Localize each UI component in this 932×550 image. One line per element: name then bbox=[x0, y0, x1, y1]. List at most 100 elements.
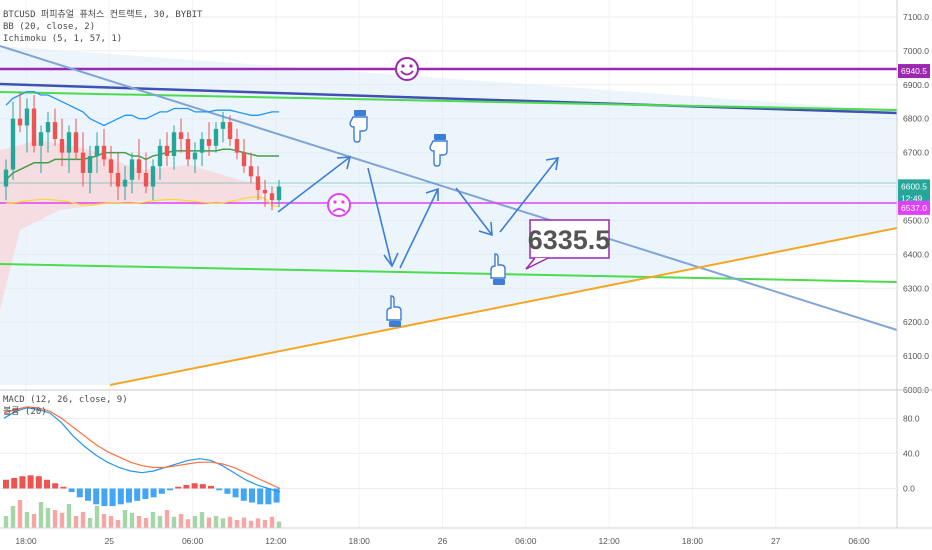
macd-histogram-bar bbox=[216, 488, 223, 491]
volume-legend-line[interactable]: 볼륨 (20) bbox=[3, 407, 47, 417]
triangle-shade bbox=[0, 46, 897, 385]
time-axis[interactable]: 18:00 25 06:00 12:00 18:00 26 06:00 12:00 18:00 2… bbox=[15, 536, 870, 546]
time-tick-label: 18:00 bbox=[15, 536, 37, 546]
ichimoku-legend-line[interactable]: Ichimoku (5, 1, 57, 1) bbox=[3, 34, 123, 44]
macd-histogram-bar bbox=[134, 488, 141, 501]
macd-axis[interactable]: 0.0 40.0 80.0 bbox=[903, 413, 920, 493]
candle-body bbox=[143, 172, 149, 187]
arrow-head-2 bbox=[383, 252, 399, 268]
candle-body bbox=[80, 152, 86, 173]
candle-body bbox=[38, 132, 44, 146]
ichimoku-lead-line bbox=[5, 196, 280, 208]
volume-bar bbox=[17, 500, 23, 528]
macd-histogram-bar bbox=[208, 485, 214, 489]
time-tick-label: 18:00 bbox=[682, 536, 704, 546]
candles bbox=[3, 91, 282, 211]
volume-bar bbox=[136, 516, 142, 528]
volume-bar bbox=[227, 516, 233, 528]
candle-body bbox=[150, 166, 156, 187]
candle-body bbox=[3, 169, 9, 187]
macd-histogram-bar bbox=[175, 486, 182, 489]
volume-bar bbox=[66, 504, 72, 528]
macd-histogram-bar bbox=[68, 488, 75, 493]
macd-histogram-bar bbox=[109, 488, 116, 507]
macd-histogram-bar bbox=[167, 488, 173, 491]
candle-body bbox=[87, 156, 93, 173]
time-tick-label: 06:00 bbox=[515, 536, 537, 546]
macd-histogram-bar bbox=[76, 488, 83, 498]
volume-bar bbox=[10, 506, 16, 528]
volume-bar bbox=[38, 502, 44, 528]
macd-line bbox=[3, 407, 281, 493]
price-tick-label: 7000.0 bbox=[903, 46, 929, 56]
macd-histogram-bar bbox=[93, 488, 100, 505]
macd-histogram-bar bbox=[273, 488, 280, 503]
time-tick-label: 25 bbox=[105, 536, 115, 546]
arrow-leg-4 bbox=[455, 187, 493, 236]
price-tag-box bbox=[898, 64, 930, 79]
candle-body bbox=[66, 132, 72, 153]
candle-body bbox=[59, 139, 65, 153]
price-tag-box bbox=[898, 200, 930, 215]
macd-histogram-bar bbox=[85, 488, 91, 501]
candle-body bbox=[241, 152, 247, 167]
time-tick-label: 12:00 bbox=[265, 536, 287, 546]
price-tick-label: 6200.0 bbox=[903, 317, 929, 327]
main-legend: BTCUSD 퍼피츄얼 퓨처스 컨트랙트, 30, BYBIT BB (20, … bbox=[3, 9, 202, 45]
macd-histogram-bar bbox=[257, 488, 264, 505]
volume-bar bbox=[150, 512, 156, 528]
macd-histogram-bar bbox=[101, 488, 108, 507]
macd-histogram-bar bbox=[35, 476, 42, 489]
macd-histogram-bar bbox=[27, 475, 34, 489]
volume-bar bbox=[45, 508, 51, 528]
volume-bar bbox=[262, 520, 268, 528]
volume-bar bbox=[206, 517, 212, 528]
orange-uptrend-line bbox=[109, 227, 898, 386]
macd-grid bbox=[0, 417, 897, 490]
macd-histogram-bar bbox=[224, 488, 231, 494]
candle-body bbox=[10, 118, 16, 170]
macd-histogram-bar bbox=[232, 488, 239, 498]
volume-bar bbox=[185, 519, 191, 528]
candle-body bbox=[52, 122, 58, 140]
symbol-legend-line[interactable]: BTCUSD 퍼피츄얼 퓨처스 컨트랙트, 30, BYBIT bbox=[3, 10, 203, 20]
macd-legend: MACD (12, 26, close, 9) 볼륨 (20) bbox=[3, 394, 128, 418]
bb-basis-path bbox=[5, 148, 279, 181]
candle-body bbox=[255, 176, 261, 190]
arrow-leg-5 bbox=[499, 157, 559, 233]
macd-histogram-bar bbox=[199, 484, 206, 489]
candle-body bbox=[122, 179, 128, 187]
volume-bar bbox=[115, 520, 121, 528]
time-tick-label: 26 bbox=[438, 536, 448, 546]
candle-body bbox=[185, 139, 191, 160]
grid bbox=[0, 0, 897, 528]
bb-legend-line[interactable]: BB (20, close, 2) bbox=[3, 22, 96, 32]
arrow-leg-2 bbox=[367, 167, 393, 267]
candle-body bbox=[262, 189, 268, 194]
hand-up-icon bbox=[490, 253, 506, 285]
time-tick-label: 18:00 bbox=[349, 536, 371, 546]
arrow-head-1 bbox=[336, 156, 352, 170]
price-tick-label: 6800.0 bbox=[903, 114, 929, 124]
macd-lines bbox=[3, 406, 281, 493]
volume-bar bbox=[73, 516, 79, 528]
smiley-sad-icon bbox=[327, 193, 351, 217]
smiley-happy-icon bbox=[395, 57, 419, 81]
bb-basis-line bbox=[5, 148, 279, 181]
candle-body bbox=[206, 139, 212, 146]
macd-histogram-bar bbox=[191, 483, 198, 489]
macd-histogram-bar bbox=[11, 477, 18, 489]
volume-bars bbox=[3, 500, 282, 528]
macd-histogram-bar bbox=[19, 476, 26, 489]
price-callout: 6335.5 bbox=[525, 219, 610, 270]
price-tag-label: 6537.0 bbox=[901, 203, 927, 213]
macd-histogram-bar bbox=[126, 488, 132, 503]
macd-legend-line[interactable]: MACD (12, 26, close, 9) bbox=[3, 395, 128, 405]
projection-arrows bbox=[277, 156, 559, 269]
hand-down-icon bbox=[349, 110, 368, 143]
green-channel-upper bbox=[0, 91, 898, 111]
candle-body bbox=[213, 128, 219, 146]
